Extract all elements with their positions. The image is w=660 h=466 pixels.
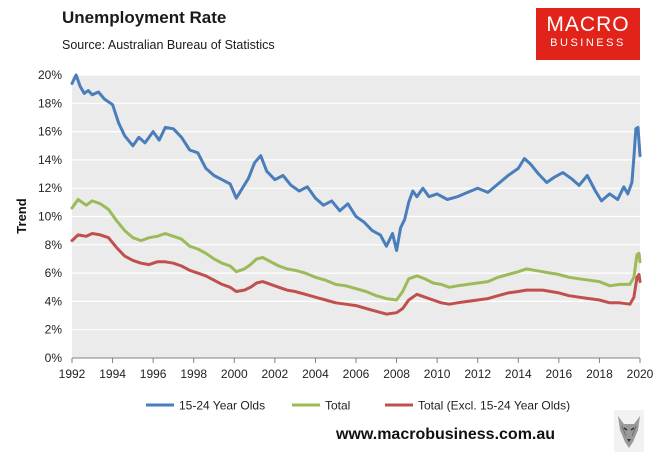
x-tick-label: 2004 (302, 367, 329, 381)
macrobusiness-logo[interactable]: MACRO BUSINESS (536, 8, 640, 60)
x-tick-label: 2018 (586, 367, 613, 381)
legend-item-1: 15-24 Year Olds (146, 399, 265, 413)
series-line-1 (70, 73, 642, 252)
x-tick-label: 2014 (505, 367, 532, 381)
y-axis-ticks: 0% 2% 4% 6% 8% 10% 12% 14% 16% 18% 20% (38, 68, 62, 365)
x-axis-ticks: 1992 1994 1996 1998 2000 2002 2004 2006 2008 2010… (59, 358, 654, 381)
y-tick-label: 18% (38, 96, 62, 110)
y-axis-label: Trend (14, 198, 29, 233)
legend: 15-24 Year Olds Total Total (Excl. 15-24 Y… (146, 399, 570, 413)
x-tick-label: 1998 (180, 367, 207, 381)
x-tick-label: 2016 (546, 367, 573, 381)
x-tick-label: 2006 (343, 367, 370, 381)
y-tick-label: 20% (38, 68, 62, 82)
legend-label: Total (325, 399, 350, 413)
y-tick-label: 14% (38, 153, 62, 167)
x-tick-label: 2010 (424, 367, 451, 381)
x-tick-label: 2020 (627, 367, 654, 381)
x-tick-label: 1992 (59, 367, 86, 381)
logo-main-text: MACRO (546, 13, 630, 36)
series-line-3 (70, 232, 642, 316)
logo-sub-text: BUSINESS (550, 37, 626, 49)
series-lines (70, 73, 642, 316)
legend-label: 15-24 Year Olds (179, 399, 265, 413)
x-tick-label: 1996 (140, 367, 167, 381)
x-tick-label: 2002 (262, 367, 289, 381)
y-tick-label: 2% (45, 323, 63, 337)
y-tick-label: 4% (45, 294, 63, 308)
y-tick-label: 16% (38, 125, 62, 139)
unemployment-line-chart: 0%2%4%6%8%10%12%14%16%18%20% 1992 1994 199… (14, 68, 654, 413)
legend-item-2: Total (292, 399, 350, 413)
wolf-icon (614, 410, 644, 452)
chart-title: Unemployment Rate (62, 8, 227, 27)
website-url[interactable]: www.macrobusiness.com.au (336, 426, 556, 443)
y-tick-label: 0% (45, 351, 63, 365)
legend-label: Total (Excl. 15-24 Year Olds) (418, 399, 570, 413)
x-tick-label: 1994 (99, 367, 126, 381)
legend-item-3: Total (Excl. 15-24 Year Olds) (385, 399, 570, 413)
chart-source: Source: Australian Bureau of Statistics (62, 38, 275, 52)
y-tick-label: 12% (38, 181, 62, 195)
x-tick-label: 2008 (383, 367, 410, 381)
x-tick-label: 2000 (221, 367, 248, 381)
y-tick-label: 6% (45, 266, 63, 280)
y-tick-label: 10% (38, 210, 62, 224)
series-line-2 (70, 198, 642, 302)
gridlines (72, 74, 640, 331)
y-tick-label: 8% (45, 238, 63, 252)
x-tick-label: 2012 (464, 367, 491, 381)
